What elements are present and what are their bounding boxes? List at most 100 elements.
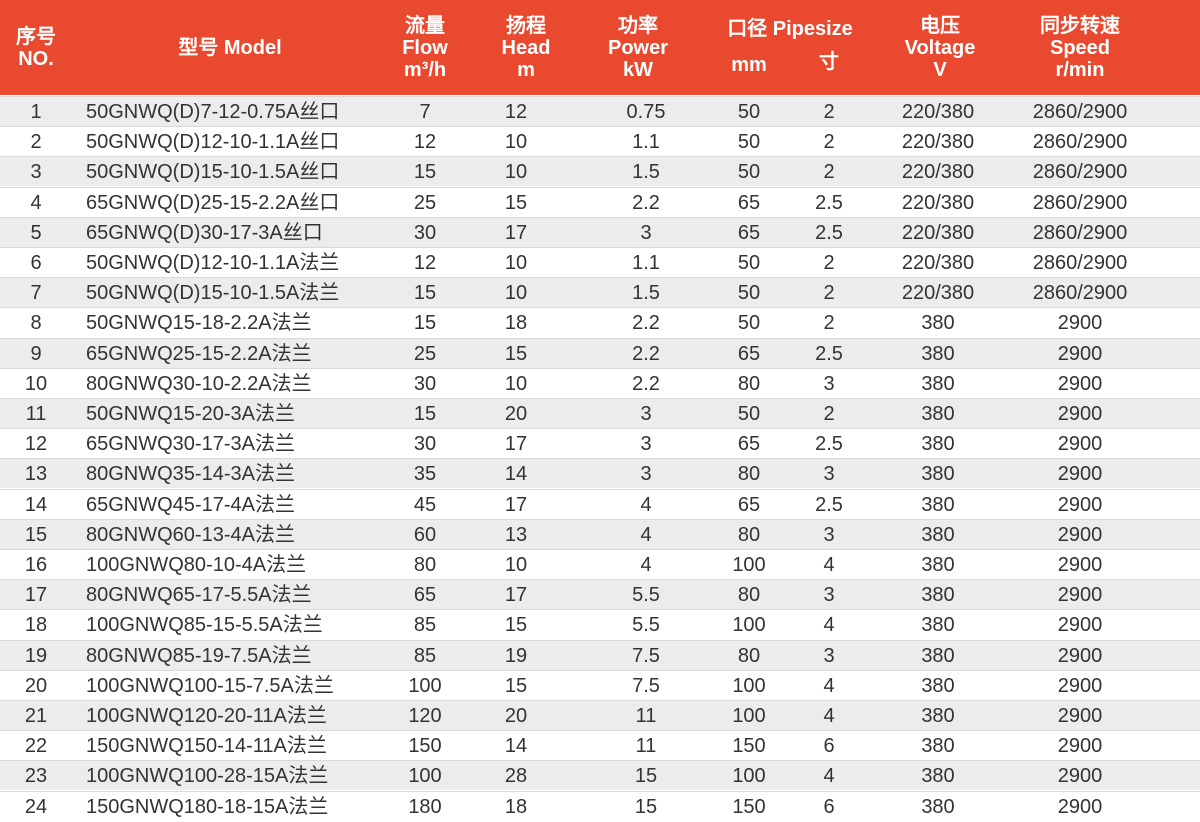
table-cell: 15 bbox=[413, 282, 437, 305]
table-cell: 1.1 bbox=[632, 252, 660, 274]
table-cell: 100 bbox=[408, 765, 442, 788]
header-text: 口径 Pipesize bbox=[727, 18, 853, 40]
table-cell: 80GNWQ35-14-3A法兰 bbox=[86, 463, 295, 486]
table-row: 12 65GNWQ30-17-3A法兰 30 17 3 65 2.5 380 2900 bbox=[0, 428, 1200, 458]
table-cell: 20 bbox=[504, 705, 528, 727]
table-cell: 80 bbox=[737, 584, 761, 607]
table-cell: 16 bbox=[24, 554, 48, 576]
table-cell: 10 bbox=[504, 372, 528, 395]
table-cell: 65GNWQ(D)30-17-3A丝口 bbox=[86, 221, 323, 244]
table-cell: 2 bbox=[823, 101, 835, 123]
table-row: 14 65GNWQ45-17-4A法兰 45 17 4 65 2.5 380 2900 bbox=[0, 488, 1200, 519]
table-cell: 2 bbox=[823, 131, 835, 154]
header-cell: 型号 Model bbox=[80, 0, 380, 95]
table-cell: 4 bbox=[30, 191, 42, 214]
table-cell: 2900 bbox=[1057, 433, 1103, 456]
table-cell: 2 bbox=[823, 252, 835, 274]
table-header: 序号 NO. 型号 Model 流量 Flow m³/h 扬程 Head m 功… bbox=[0, 0, 1200, 95]
table-cell: 380 bbox=[921, 463, 955, 486]
table-cell: 5.5 bbox=[632, 614, 660, 637]
table-cell: 85 bbox=[413, 644, 437, 667]
table-cell: 2900 bbox=[1057, 765, 1103, 788]
header-text: V bbox=[933, 58, 947, 81]
header-text: 功率 bbox=[618, 14, 658, 37]
table-cell: 4 bbox=[640, 523, 652, 546]
table-cell: 2.2 bbox=[632, 372, 660, 395]
table-cell: 14 bbox=[504, 735, 528, 758]
table-cell: 2900 bbox=[1057, 644, 1103, 667]
header-text: r/min bbox=[1055, 58, 1105, 81]
table-cell: 17 bbox=[24, 584, 48, 607]
table-cell: 11 bbox=[635, 705, 657, 727]
table-cell: 50 bbox=[737, 252, 761, 274]
table-cell: 150GNWQ150-14-11A法兰 bbox=[86, 735, 327, 758]
table-cell: 19 bbox=[24, 644, 48, 667]
table-row: 9 65GNWQ25-15-2.2A法兰 25 15 2.2 65 2.5 380 2900 bbox=[0, 337, 1200, 368]
table-cell: 21 bbox=[24, 705, 48, 727]
table-row: 11 50GNWQ15-20-3A法兰 15 20 3 50 2 380 2900 bbox=[0, 398, 1200, 428]
table-cell: 150 bbox=[408, 735, 442, 758]
table-cell: 3 bbox=[823, 644, 835, 667]
table-cell: 180 bbox=[408, 795, 442, 818]
table-row: 7 50GNWQ(D)15-10-1.5A法兰 15 10 1.5 50 2 220/380 2… bbox=[0, 277, 1200, 308]
table-cell: 380 bbox=[921, 795, 955, 818]
table-cell: 50 bbox=[737, 131, 761, 154]
table-row: 5 65GNWQ(D)30-17-3A丝口 30 17 3 65 2.5 220/380 286… bbox=[0, 216, 1200, 247]
table-cell: 2900 bbox=[1057, 493, 1103, 516]
table-cell: 100GNWQ85-15-5.5A法兰 bbox=[86, 614, 323, 637]
table-cell: 380 bbox=[921, 674, 955, 697]
table-row: 3 50GNWQ(D)15-10-1.5A丝口 15 10 1.5 50 2 220/380 2… bbox=[0, 156, 1200, 187]
table-cell: 50GNWQ15-18-2.2A法兰 bbox=[86, 312, 312, 335]
table-cell: 4 bbox=[823, 705, 835, 727]
table-cell: 65GNWQ45-17-4A法兰 bbox=[86, 493, 295, 516]
table-cell: 15 bbox=[24, 523, 48, 546]
table-cell: 3 bbox=[640, 221, 652, 244]
header-text: 电压 bbox=[920, 14, 960, 37]
table-cell: 3 bbox=[823, 372, 835, 395]
table-cell: 2 bbox=[30, 131, 42, 154]
table-cell: 50 bbox=[737, 101, 761, 123]
table-cell: 380 bbox=[921, 372, 955, 395]
table-cell: 80GNWQ30-10-2.2A法兰 bbox=[86, 372, 312, 395]
table-cell: 11 bbox=[635, 735, 657, 758]
table-cell: 10 bbox=[504, 161, 528, 184]
table-cell: 11 bbox=[25, 403, 47, 425]
table-cell: 10 bbox=[504, 282, 528, 305]
table-cell: 60 bbox=[413, 523, 437, 546]
table-cell: 80 bbox=[413, 554, 437, 576]
table-cell: 100GNWQ100-15-7.5A法兰 bbox=[86, 674, 334, 697]
table-cell: 4 bbox=[823, 554, 835, 576]
table-cell: 100 bbox=[732, 614, 766, 637]
header-text: Power bbox=[607, 36, 669, 59]
header-cell: 序号 NO. bbox=[0, 0, 72, 95]
table-cell: 80 bbox=[737, 644, 761, 667]
table-cell: 2860/2900 bbox=[1032, 101, 1128, 123]
table-cell: 12 bbox=[413, 131, 437, 154]
table-cell: 18 bbox=[504, 312, 528, 335]
header-text: 型号 Model bbox=[178, 36, 282, 59]
table-cell: 150GNWQ180-18-15A法兰 bbox=[86, 795, 329, 818]
table-row: 16 100GNWQ80-10-4A法兰 80 10 4 100 4 380 2900 bbox=[0, 549, 1200, 579]
table-cell: 4 bbox=[823, 614, 835, 637]
table-cell: 65GNWQ25-15-2.2A法兰 bbox=[86, 342, 312, 365]
header-text: 序号 bbox=[16, 25, 56, 48]
table-cell: 13 bbox=[24, 463, 48, 486]
table-cell: 2 bbox=[823, 312, 835, 335]
table-cell: 50 bbox=[737, 403, 761, 425]
table-cell: 7.5 bbox=[632, 644, 660, 667]
table-cell: 30 bbox=[413, 221, 437, 244]
table-cell: 2860/2900 bbox=[1032, 161, 1128, 184]
header-text: mm bbox=[731, 54, 767, 76]
table-cell: 13 bbox=[504, 523, 528, 546]
table-cell: 2900 bbox=[1057, 735, 1103, 758]
table-cell: 2900 bbox=[1057, 463, 1103, 486]
table-cell: 1.5 bbox=[632, 282, 660, 305]
table-cell: 2900 bbox=[1057, 312, 1103, 335]
header-text: 同步转速 bbox=[1040, 14, 1120, 37]
header-cell: 扬程 Head m bbox=[476, 0, 576, 95]
table-cell: 380 bbox=[921, 735, 955, 758]
table-cell: 4 bbox=[640, 493, 652, 516]
table-row: 10 80GNWQ30-10-2.2A法兰 30 10 2.2 80 3 380 2900 bbox=[0, 367, 1200, 398]
table-cell: 100GNWQ100-28-15A法兰 bbox=[86, 765, 329, 788]
table-cell: 65GNWQ(D)25-15-2.2A丝口 bbox=[86, 191, 340, 214]
